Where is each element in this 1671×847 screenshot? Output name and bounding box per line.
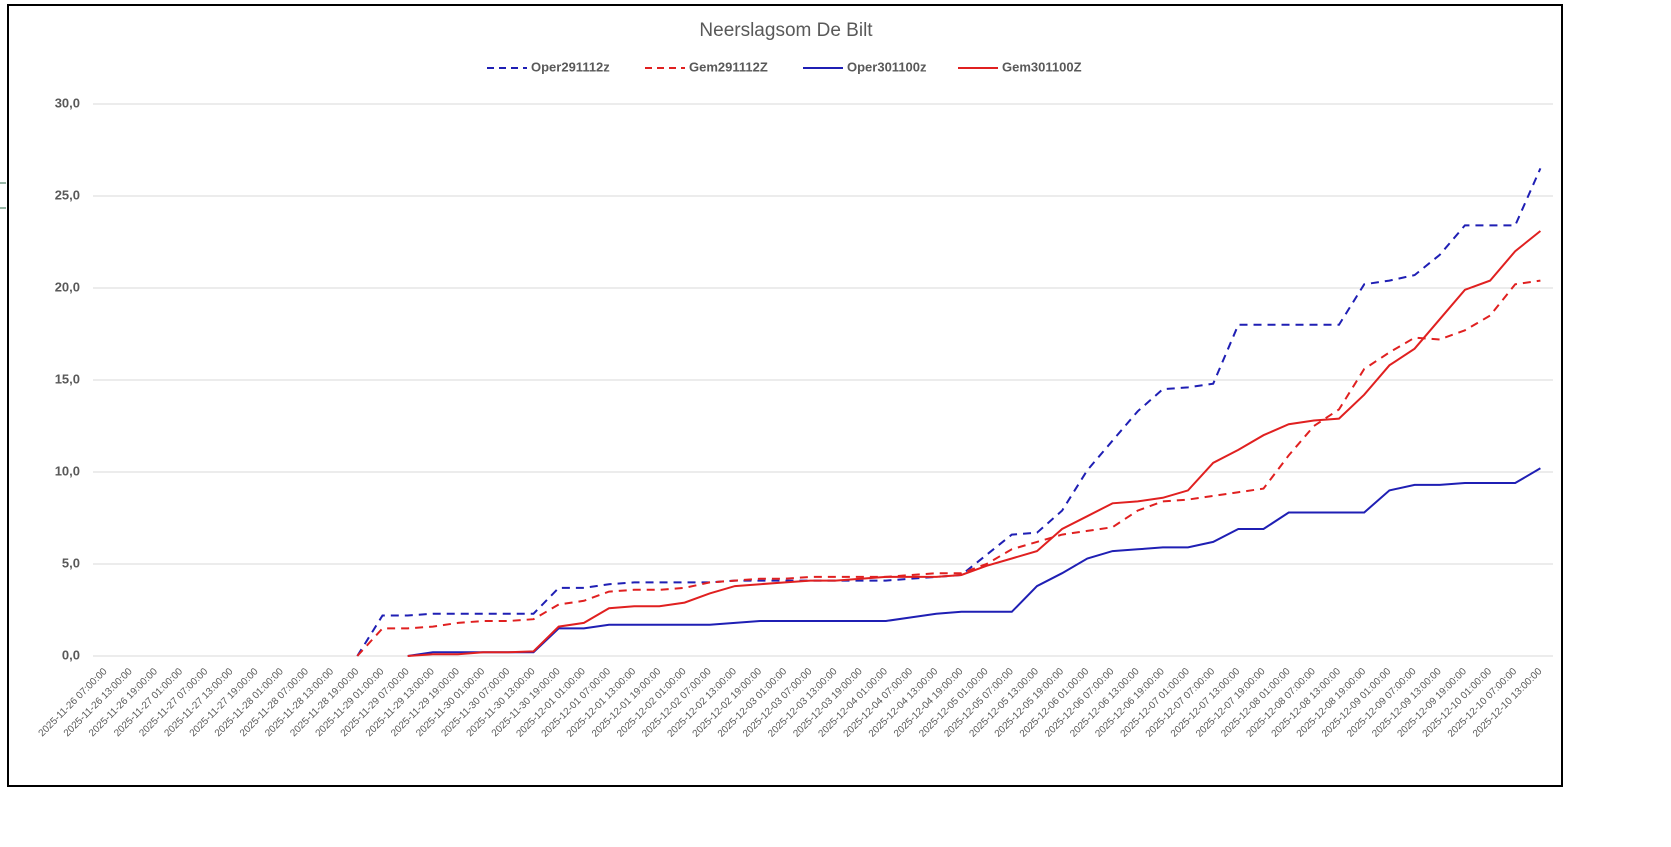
series-line (356, 167, 1542, 657)
y-tick-label: 30,0 (55, 95, 80, 110)
y-tick-label: 5,0 (62, 555, 80, 570)
y-tick-label: 20,0 (55, 279, 80, 294)
legend-label: Oper291112z (531, 59, 610, 74)
chart-title: Neerslagsom De Bilt (699, 20, 873, 41)
y-tick-label: 15,0 (55, 371, 80, 386)
y-tick-label: 25,0 (55, 187, 80, 202)
chart-frame (7, 4, 1563, 787)
legend-label: Oper301100z (847, 59, 927, 74)
series-line (407, 230, 1542, 657)
legend-label: Gem291112Z (689, 59, 768, 74)
series-line (356, 279, 1541, 657)
legend-label: Gem301100Z (1002, 59, 1082, 74)
y-tick-label: 10,0 (55, 463, 80, 478)
y-tick-label: 0,0 (62, 647, 80, 662)
series-line (407, 467, 1541, 657)
